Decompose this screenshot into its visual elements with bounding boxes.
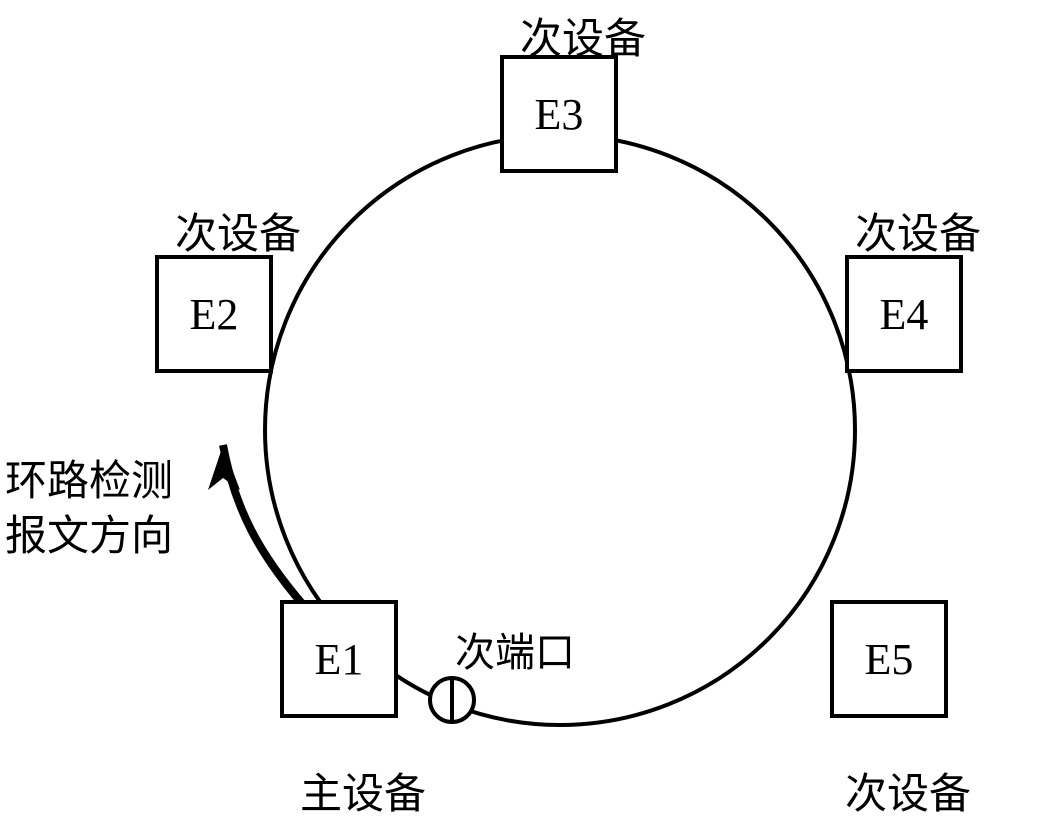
- arrow-curve: [223, 445, 305, 607]
- secondary-port-symbol: [430, 678, 474, 722]
- node-e4-label: E4: [880, 289, 929, 340]
- node-e2-label: E2: [190, 289, 239, 340]
- port-circle: [430, 678, 474, 722]
- node-e1-role: 主设备: [300, 760, 426, 821]
- node-e1-label: E1: [315, 634, 364, 685]
- arrow-label-line1: 环路检测: [5, 455, 173, 510]
- node-e1: E1: [280, 600, 398, 718]
- port-label: 次端口: [455, 620, 575, 678]
- diagram-container: 次设备 E3 次设备 E2 次设备 E4 E1 主设备 E5 次设备 环路检测 …: [0, 0, 1056, 826]
- node-e4: E4: [845, 255, 963, 373]
- node-e5: E5: [830, 600, 948, 718]
- node-e3-label: E3: [535, 89, 584, 140]
- node-e5-label: E5: [865, 634, 914, 685]
- node-e2: E2: [155, 255, 273, 373]
- node-e5-role: 次设备: [845, 760, 971, 821]
- node-e2-role: 次设备: [175, 200, 301, 261]
- node-e4-role: 次设备: [855, 200, 981, 261]
- node-e3: E3: [500, 55, 618, 173]
- arrow-label: 环路检测 报文方向: [5, 455, 173, 564]
- arrow-head: [208, 445, 240, 490]
- arrow-label-line2: 报文方向: [5, 510, 173, 565]
